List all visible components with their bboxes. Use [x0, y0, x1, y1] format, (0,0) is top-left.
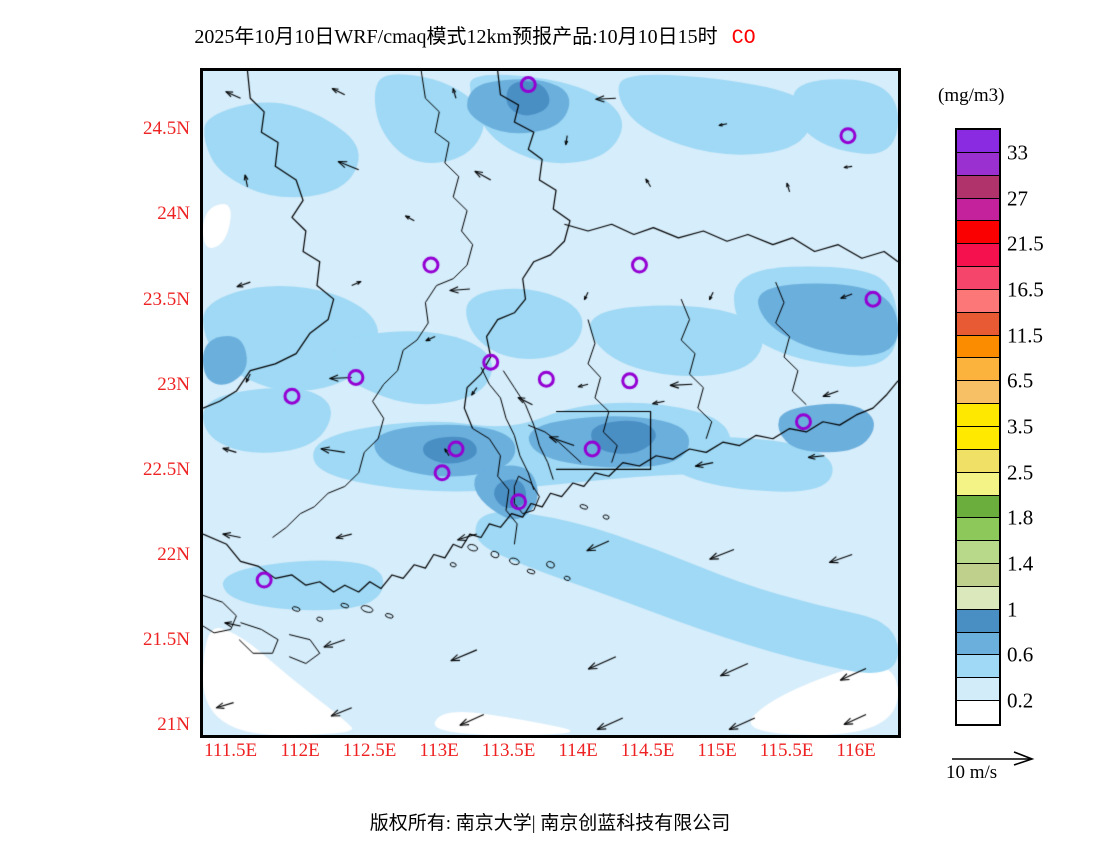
title-main: 2025年10月10日WRF/cmaq模式12km预报产品:10月10日15时 — [194, 26, 718, 48]
colorbar-tick-6: 3.5 — [1007, 414, 1034, 439]
y-axis-tick-5: 22N — [157, 543, 190, 565]
colorbar-tick-9: 1.4 — [1007, 551, 1034, 576]
colorbar-tick-7: 2.5 — [1007, 460, 1034, 485]
colorbar-band-19 — [957, 564, 999, 587]
colorbar-band-11 — [957, 381, 999, 405]
colorbar-tick-10: 1 — [1007, 597, 1018, 622]
colorbar-band-25 — [957, 701, 999, 724]
colorbar-band-4 — [957, 221, 999, 245]
colorbar-tick-5: 6.5 — [1007, 368, 1034, 393]
colorbar-band-20 — [957, 586, 999, 610]
x-axis-tick-1: 112E — [280, 740, 320, 761]
colorbar-band-22 — [957, 632, 999, 656]
x-axis-tick-2: 112.5E — [342, 740, 397, 761]
colorbar-band-3 — [957, 198, 999, 222]
x-axis-tick-7: 115E — [697, 740, 737, 761]
colorbar-tick-4: 11.5 — [1007, 323, 1043, 348]
colorbar-band-17 — [957, 518, 999, 542]
y-axis-tick-1: 24N — [157, 203, 190, 225]
colorbar-tick-3: 16.5 — [1007, 277, 1044, 302]
colorbar-band-21 — [957, 609, 999, 633]
y-axis-tick-7: 21N — [157, 714, 190, 736]
colorbar-band-9 — [957, 335, 999, 359]
map-plot-area[interactable] — [200, 68, 901, 738]
y-axis-tick-3: 23N — [157, 373, 190, 395]
x-axis-tick-4: 113.5E — [481, 740, 536, 761]
x-axis-tick-0: 111.5E — [204, 740, 258, 761]
x-axis-tick-5: 114E — [558, 740, 598, 761]
colorbar[interactable] — [955, 128, 1001, 726]
colorbar-band-12 — [957, 404, 999, 427]
colorbar-band-5 — [957, 244, 999, 268]
copyright-footer: 版权所有: 南京大学| 南京创蓝科技有限公司 — [369, 813, 731, 834]
page-title: 2025年10月10日WRF/cmaq模式12km预报产品:10月10日15时 C… — [0, 20, 950, 50]
colorbar-band-13 — [957, 426, 999, 450]
colorbar-tick-0: 33 — [1007, 140, 1028, 165]
map-contour-canvas — [203, 71, 898, 735]
colorbar-units-label: (mg/m3) — [938, 85, 1005, 106]
colorbar-band-23 — [957, 655, 999, 679]
wind-scale-label: 10 m/s — [946, 762, 998, 783]
colorbar-band-15 — [957, 472, 999, 496]
colorbar-band-10 — [957, 358, 999, 382]
colorbar-tick-11: 0.6 — [1007, 642, 1034, 667]
y-axis-tick-0: 24.5N — [143, 118, 190, 140]
colorbar-tick-1: 27 — [1007, 186, 1028, 211]
colorbar-tick-12: 0.2 — [1007, 688, 1034, 713]
y-axis-tick-4: 22.5N — [143, 458, 190, 480]
colorbar-band-18 — [957, 541, 999, 565]
x-axis-tick-8: 115.5E — [759, 740, 814, 761]
colorbar-tick-8: 1.8 — [1007, 505, 1034, 530]
colorbar-band-7 — [957, 289, 999, 313]
y-axis-tick-6: 21.5N — [143, 629, 190, 651]
y-axis-tick-2: 23.5N — [143, 288, 190, 310]
colorbar-band-2 — [957, 175, 999, 199]
title-species: CO — [731, 27, 756, 50]
x-axis-tick-9: 116E — [836, 740, 876, 761]
colorbar-band-0 — [957, 130, 999, 153]
x-axis-tick-3: 113E — [419, 740, 459, 761]
colorbar-band-8 — [957, 312, 999, 336]
colorbar-band-1 — [957, 152, 999, 176]
wind-scale-arrow-icon — [952, 751, 1035, 766]
colorbar-band-16 — [957, 495, 999, 519]
colorbar-band-6 — [957, 267, 999, 290]
colorbar-band-14 — [957, 449, 999, 473]
colorbar-band-24 — [957, 678, 999, 702]
colorbar-tick-2: 21.5 — [1007, 231, 1044, 256]
x-axis-tick-6: 114.5E — [620, 740, 675, 761]
